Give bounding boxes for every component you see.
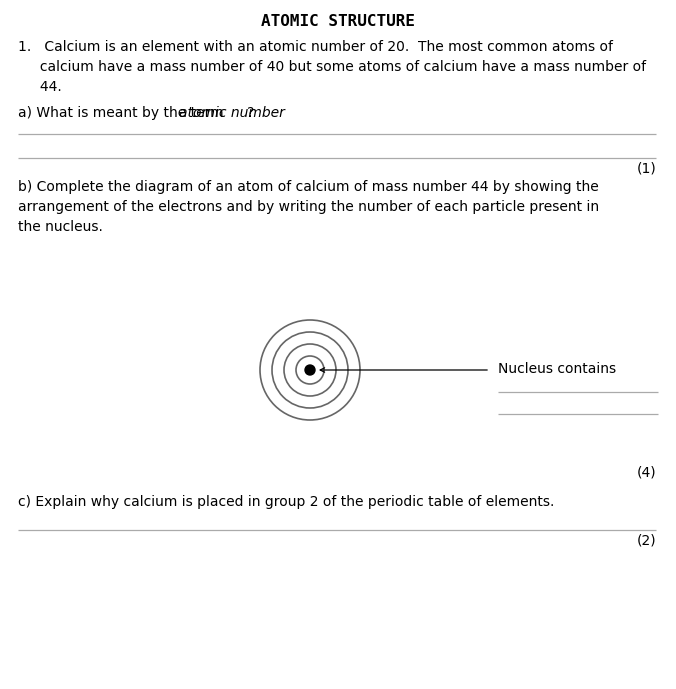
Text: calcium have a mass number of 40 but some atoms of calcium have a mass number of: calcium have a mass number of 40 but som… [18,60,646,74]
Text: atomic number: atomic number [179,106,285,120]
Text: 44.: 44. [18,80,62,94]
Circle shape [305,365,315,375]
Text: c) Explain why calcium is placed in group 2 of the periodic table of elements.: c) Explain why calcium is placed in grou… [18,495,554,509]
Text: the nucleus.: the nucleus. [18,220,103,234]
Text: 1.   Calcium is an element with an atomic number of 20.  The most common atoms o: 1. Calcium is an element with an atomic … [18,40,613,54]
Text: (1): (1) [636,161,656,175]
Text: (4): (4) [636,465,656,479]
Text: b) Complete the diagram of an atom of calcium of mass number 44 by showing the: b) Complete the diagram of an atom of ca… [18,180,599,194]
Text: a) What is meant by the term: a) What is meant by the term [18,106,228,120]
Text: ATOMIC STRUCTURE: ATOMIC STRUCTURE [261,14,415,29]
Text: (2): (2) [636,533,656,547]
Text: ?: ? [247,106,254,120]
Text: Nucleus contains: Nucleus contains [498,362,616,376]
Text: arrangement of the electrons and by writing the number of each particle present : arrangement of the electrons and by writ… [18,200,599,214]
